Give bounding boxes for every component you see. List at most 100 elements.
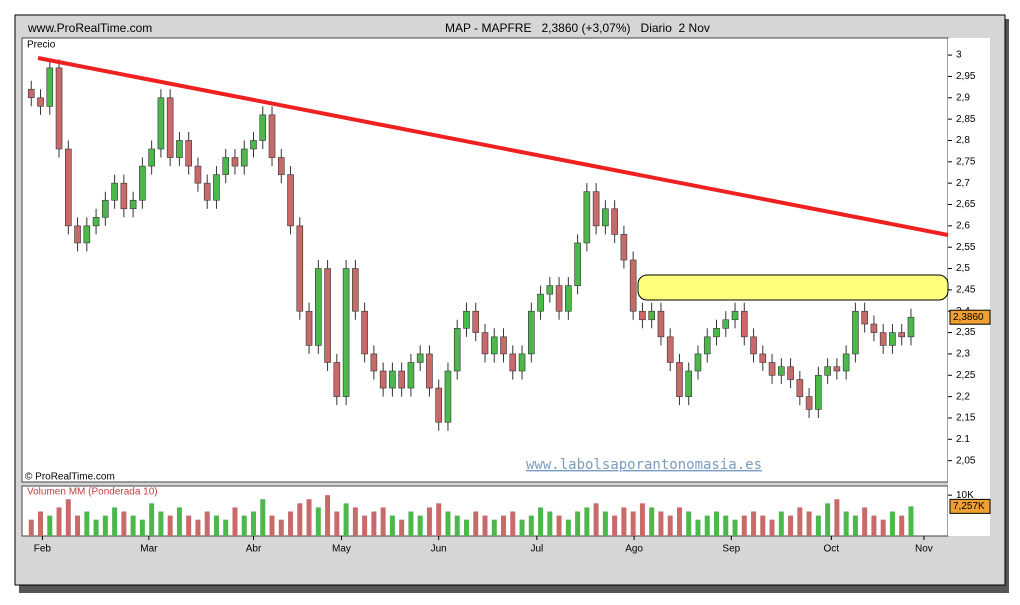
y-tick-label: 2,35 xyxy=(956,327,976,338)
candle-body xyxy=(768,362,776,376)
x-tick-label: Feb xyxy=(34,544,52,555)
x-tick-label: Sep xyxy=(722,544,740,555)
support-zone xyxy=(637,274,949,301)
candle-body xyxy=(889,332,896,346)
volume-title: Volumen MM (Ponderada 10) xyxy=(27,487,158,498)
candle-body xyxy=(815,374,822,410)
candle-body xyxy=(120,182,128,210)
volume-bar xyxy=(445,511,451,536)
volume-bar xyxy=(167,515,173,536)
x-tick-label: Jul xyxy=(530,544,543,555)
candle-body xyxy=(111,182,118,201)
volume-tick-label: 10K xyxy=(956,490,974,501)
candle-body xyxy=(629,259,637,312)
volume-bar xyxy=(288,511,294,536)
candle-body xyxy=(37,97,44,107)
candle-body xyxy=(685,370,693,397)
candle-body xyxy=(620,234,628,261)
volume-bar xyxy=(621,507,627,536)
candle-body xyxy=(315,268,322,346)
volume-bar xyxy=(519,519,525,536)
x-tick-label: Jun xyxy=(431,544,447,555)
volume-bar xyxy=(825,503,831,536)
candle-body xyxy=(463,310,470,329)
volume-bar xyxy=(491,519,497,536)
volume-bar xyxy=(297,503,303,536)
chart-title: MAP - MAPFRE 2,3860 (+3,07%) Diario 2 No… xyxy=(445,21,710,35)
candle-body xyxy=(157,97,165,150)
y-tick-label: 2,55 xyxy=(956,242,976,253)
candle-body xyxy=(537,293,544,312)
volume-bar xyxy=(741,515,747,536)
x-tick-label: Abr xyxy=(246,544,262,555)
price-panel xyxy=(21,37,949,483)
y-tick-label: 2,65 xyxy=(956,199,976,210)
y-tick-label: 3 xyxy=(956,50,962,61)
volume-bar xyxy=(862,507,868,536)
watermark: www.labolsaporantonomasia.es xyxy=(526,457,762,473)
volume-bar xyxy=(426,507,432,536)
candle-body xyxy=(666,336,674,363)
candle-body xyxy=(55,67,63,150)
volume-bar xyxy=(102,515,108,536)
y-tick-label: 2,5 xyxy=(956,263,970,274)
volume-bar xyxy=(112,507,118,536)
volume-bar xyxy=(704,515,710,536)
volume-bar xyxy=(482,515,488,536)
candle-body xyxy=(500,336,507,355)
candle-body xyxy=(46,67,54,107)
candle-body xyxy=(213,174,220,201)
volume-bar xyxy=(417,515,423,536)
volume-bar xyxy=(723,515,729,536)
last-volume-box xyxy=(949,498,991,514)
plot: 2,052.12,152,22,252,32,352,42,452,52,552… xyxy=(27,50,991,555)
candle-body xyxy=(472,310,480,333)
candle-body xyxy=(240,148,248,167)
volume-bar xyxy=(852,515,858,536)
candle-body xyxy=(83,225,91,244)
volume-bar xyxy=(269,515,275,536)
volume-bar xyxy=(908,506,914,536)
volume-bar xyxy=(630,511,636,536)
site-label: www.ProRealTime.com xyxy=(27,21,152,35)
candle-body xyxy=(833,366,841,372)
volume-bar xyxy=(806,511,812,536)
candle-body xyxy=(490,336,498,355)
volume-bar xyxy=(751,511,757,536)
candle-body xyxy=(518,353,526,372)
candle-body xyxy=(759,353,767,363)
y-tick-label: 2.1 xyxy=(956,434,970,445)
volume-bar xyxy=(899,515,905,536)
volume-bar xyxy=(815,515,821,536)
candle-body xyxy=(611,208,618,235)
volume-bar xyxy=(389,515,395,536)
volume-bar xyxy=(686,511,692,536)
volume-bar xyxy=(232,507,238,536)
candle-body xyxy=(379,370,387,389)
candle-body xyxy=(592,191,600,227)
volume-bar xyxy=(639,503,645,536)
volume-bar xyxy=(834,499,840,536)
volume-bar xyxy=(371,511,377,536)
candle-body xyxy=(509,353,517,372)
volume-bar xyxy=(408,511,414,536)
volume-bar xyxy=(315,507,321,536)
volume-bar xyxy=(556,515,562,536)
candle-body xyxy=(657,310,665,338)
volume-bar xyxy=(769,519,775,536)
volume-bar xyxy=(538,507,544,536)
volume-bar xyxy=(343,503,349,536)
candle-body xyxy=(370,353,378,372)
volume-bar xyxy=(75,515,81,536)
volume-bar xyxy=(871,515,877,536)
y-tick-label: 2,9 xyxy=(956,92,970,103)
volume-bar xyxy=(843,511,849,536)
candle-body xyxy=(703,336,711,355)
volume-bar xyxy=(510,511,516,536)
trend-line xyxy=(37,56,949,237)
candle-body xyxy=(787,366,794,380)
candle-body xyxy=(546,285,554,295)
candle-body xyxy=(129,199,137,210)
volume-bar xyxy=(186,515,192,536)
